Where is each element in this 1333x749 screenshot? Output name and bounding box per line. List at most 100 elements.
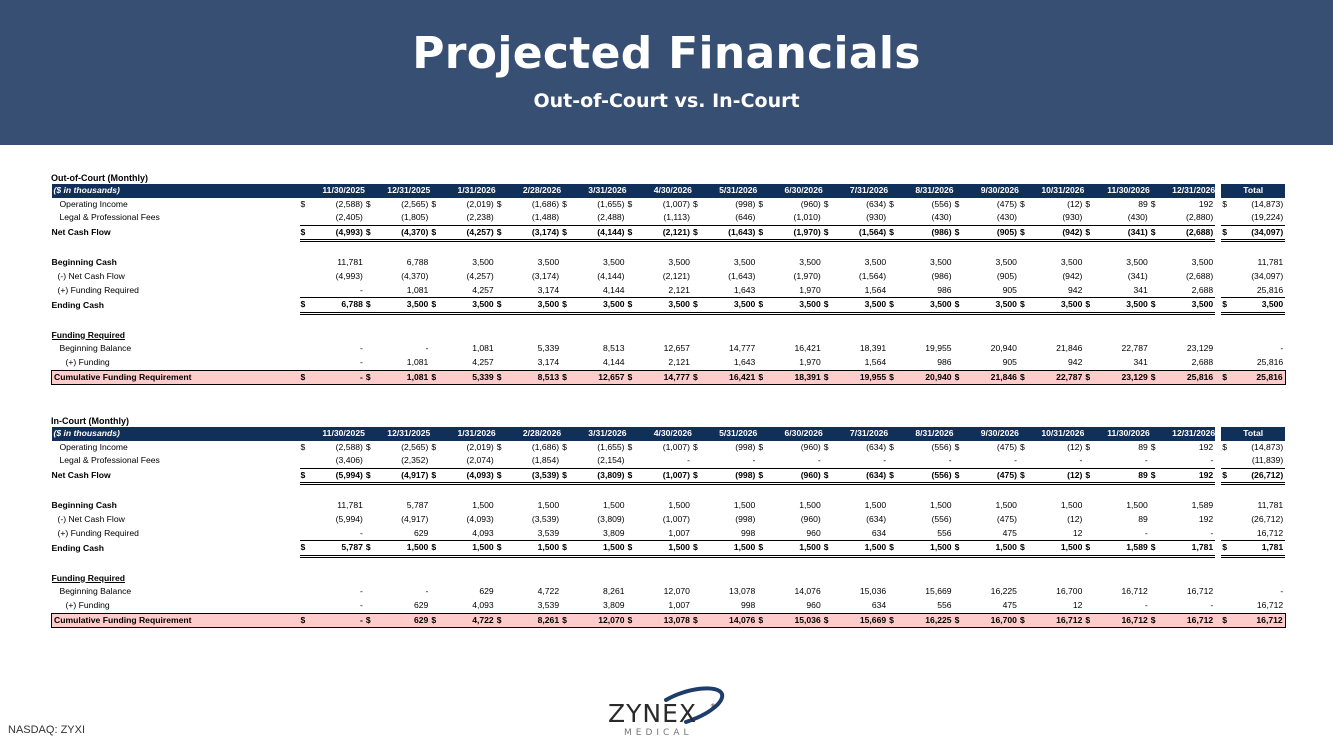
cell-value: 21,846 [965,369,1019,386]
cell-value: 16,712 [1121,586,1148,597]
currency-sign [1084,329,1096,343]
header-banner: Projected Financials Out-of-Court vs. In… [0,0,1333,145]
cell-value: (1,970) [793,270,821,281]
cell-value [966,329,1019,343]
row-label: (+) Funding [65,599,110,610]
page-title: Projected Financials [412,28,921,79]
currency-sign: $ [1221,297,1234,315]
currency-sign [299,454,312,469]
currency-sign: $ [757,612,770,629]
table-row: Beginning Balance - - 1,081 5,339 8,513 12,657… [52,342,1286,356]
cell-value: (556) [931,441,952,452]
currency-sign [1221,211,1234,226]
row-label: (+) Funding Required [57,284,139,295]
currency-sign [823,256,835,270]
currency-sign [757,556,769,572]
cell-value: - [1161,526,1216,542]
cell-value [704,241,757,257]
row-label: (-) Net Cash Flow [57,513,125,524]
currency-sign [823,313,835,329]
currency-sign [1084,556,1096,572]
currency-sign [365,270,377,284]
currency-sign [823,513,835,527]
currency-sign: $ [430,612,443,629]
currency-sign [757,342,769,356]
row-label [52,313,300,329]
currency-sign [496,329,508,343]
cell-value: 4,257 [442,283,496,299]
cell-value: - [834,454,889,469]
cell-value [966,556,1019,572]
currency-sign: $ [691,612,704,629]
cell-value: (1,686) [531,198,560,209]
cell-value: 12,070 [573,612,627,629]
cell-value: (2,588) [335,441,363,452]
currency-sign: $ [561,612,574,629]
cell-value: (2,880) [1161,211,1216,226]
cell-value: (2,121) [662,270,690,281]
cell-value: 986 [900,283,954,299]
cell-value [704,572,757,586]
cell-value: 1,081 [376,355,431,371]
cell-value [573,241,626,257]
currency-sign [496,499,508,513]
total-value: 25,816 [1233,283,1286,299]
currency-sign [822,454,835,469]
currency-sign: $ [953,225,966,243]
cell-value: (986) [900,225,954,243]
cell-value: 1,500 [995,500,1017,511]
cell-value: (4,993) [335,270,363,281]
currency-sign [430,556,442,572]
currency-sign [300,585,312,599]
currency-sign: $ [626,612,639,629]
table-row: Cumulative Funding Requirement $ - $1,081 $5… [51,369,1286,386]
cell-value: 1,500 [507,540,562,558]
cell-value: 4,144 [573,355,627,371]
total-column-header: Total [1221,427,1286,441]
cell-value: 1,500 [603,500,625,511]
currency-sign: $ [626,297,639,315]
cell-value: 3,500 [834,297,889,315]
cell-value: 8,513 [507,369,562,386]
currency-sign [757,211,770,226]
currency-sign [692,270,704,284]
currency-sign: $ [1150,198,1156,209]
cell-value: - [360,343,363,354]
currency-sign [757,499,769,513]
cell-value: 1,500 [900,540,954,558]
currency-sign: $ [1221,540,1234,558]
cell-value: - [1161,454,1216,469]
currency-sign [365,484,377,500]
table-row: (-) Net Cash Flow (4,993) (4,370) (4,257) (3… [52,270,1286,284]
cell-value: (998) [703,468,758,486]
cell-value [377,241,430,257]
currency-sign: $ [1084,369,1097,386]
cell-value: 1,500 [965,540,1019,558]
cell-value [835,329,888,343]
currency-sign: $ [495,225,508,243]
currency-sign: $ [365,198,371,209]
currency-sign [1084,313,1096,329]
cell-value: 3,500 [864,257,887,268]
cell-value: 3,500 [638,297,692,315]
cell-value: (5,994) [311,468,365,486]
cell-value: 3,539 [507,526,562,542]
table-row: Ending Cash $6,788 $3,500 $3,500 $3,500 $3,50… [52,297,1286,315]
total-value: (14,873) [1251,441,1284,452]
currency-sign [1084,342,1096,356]
cell-value: 2,121 [638,355,692,371]
cell-value: 3,500 [507,297,562,315]
currency-sign: $ [822,468,835,486]
currency-sign [300,513,312,527]
currency-sign [1221,270,1233,284]
currency-sign [888,526,901,542]
cell-value: (1,488) [507,211,562,226]
currency-sign [888,484,900,500]
currency-sign [365,513,377,527]
cell-value: 3,500 [733,257,756,268]
currency-sign [691,211,704,226]
currency-sign [1019,572,1031,586]
currency-sign [1084,454,1097,469]
cell-value: 634 [834,526,889,542]
cell-value: 8,261 [507,612,562,629]
